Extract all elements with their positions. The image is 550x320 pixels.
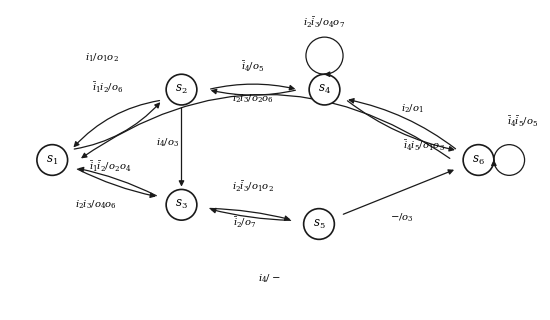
FancyArrowPatch shape [211, 208, 290, 220]
Ellipse shape [304, 209, 334, 239]
FancyArrowPatch shape [492, 160, 496, 165]
FancyArrowPatch shape [74, 100, 160, 147]
FancyArrowPatch shape [212, 89, 295, 95]
FancyArrowPatch shape [179, 108, 184, 185]
FancyArrowPatch shape [325, 72, 330, 76]
FancyArrowPatch shape [79, 167, 156, 196]
Text: $i_2i_3/o_2o_6$: $i_2i_3/o_2o_6$ [232, 93, 274, 106]
Text: $s_3$: $s_3$ [175, 198, 188, 211]
Ellipse shape [166, 189, 197, 220]
Text: $i_2i_3/o_4o_6$: $i_2i_3/o_4o_6$ [75, 198, 117, 211]
Text: $s_1$: $s_1$ [46, 154, 58, 166]
Text: $i_4/-$: $i_4/-$ [258, 272, 280, 285]
Text: $\bar{i}_4/o_5$: $\bar{i}_4/o_5$ [241, 60, 265, 75]
Text: $i_2\bar{i}_3/o_1o_2$: $i_2\bar{i}_3/o_1o_2$ [232, 180, 274, 195]
FancyArrowPatch shape [348, 101, 454, 151]
Text: $i_2\bar{i}_3/o_4o_7$: $i_2\bar{i}_3/o_4o_7$ [304, 15, 345, 30]
Text: $\bar{i}_1\bar{i}_2/o_2o_4$: $\bar{i}_1\bar{i}_2/o_2o_4$ [89, 159, 131, 174]
FancyArrowPatch shape [211, 84, 294, 90]
Ellipse shape [463, 145, 494, 175]
Ellipse shape [166, 74, 197, 105]
Text: $s_4$: $s_4$ [318, 83, 331, 96]
Text: $i_1/o_1o_2$: $i_1/o_1o_2$ [85, 51, 119, 64]
FancyArrowPatch shape [343, 170, 453, 214]
FancyArrowPatch shape [349, 99, 455, 149]
Text: $\bar{i}_4i_5/o_1o_3$: $\bar{i}_4i_5/o_1o_3$ [403, 138, 444, 153]
Text: $s_2$: $s_2$ [175, 83, 188, 96]
FancyArrowPatch shape [74, 103, 160, 149]
Text: $\bar{i}_1i_2/o_6$: $\bar{i}_1i_2/o_6$ [92, 81, 123, 95]
Text: $-/o_3$: $-/o_3$ [390, 211, 413, 224]
Text: $\bar{i}_2/o_7$: $\bar{i}_2/o_7$ [233, 215, 256, 230]
FancyArrowPatch shape [210, 208, 289, 220]
Text: $\bar{i}_4\bar{i}_5/o_5$: $\bar{i}_4\bar{i}_5/o_5$ [507, 114, 538, 129]
Ellipse shape [309, 74, 340, 105]
Text: $i_4/o_3$: $i_4/o_3$ [156, 136, 179, 149]
Text: $s_5$: $s_5$ [312, 218, 326, 230]
Text: $s_6$: $s_6$ [472, 154, 485, 166]
FancyArrowPatch shape [78, 169, 155, 197]
Text: $i_2/o_1$: $i_2/o_1$ [401, 102, 424, 115]
FancyArrowPatch shape [82, 94, 450, 158]
Ellipse shape [37, 145, 68, 175]
